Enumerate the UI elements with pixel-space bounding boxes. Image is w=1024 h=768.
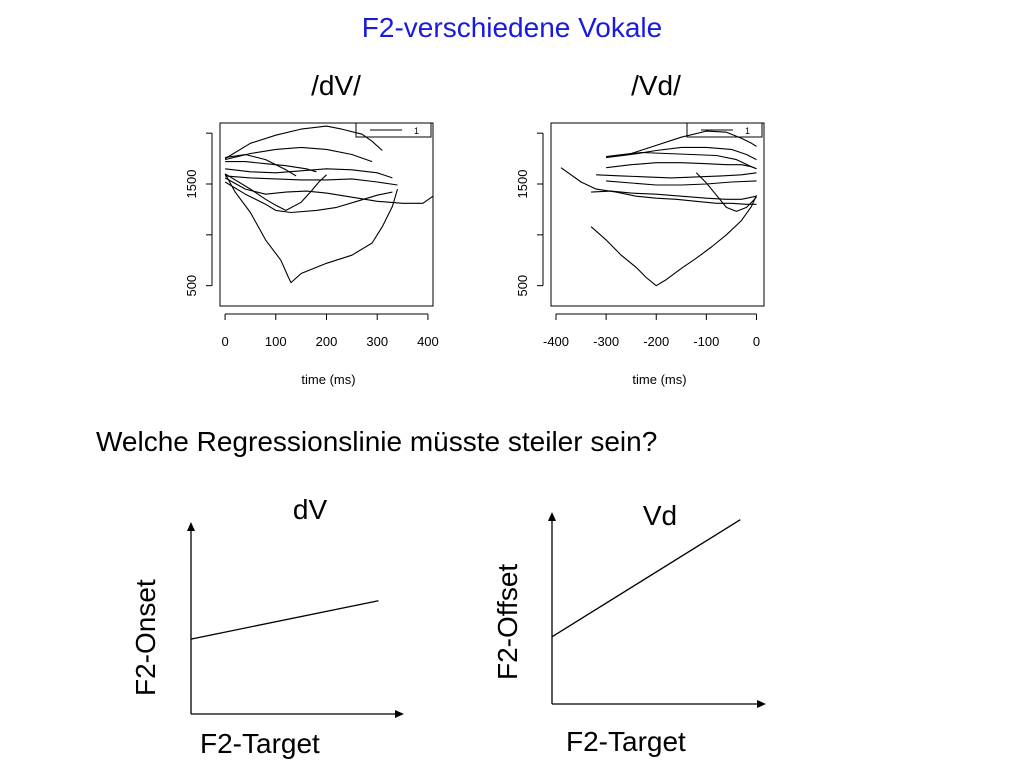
sketch-y-arrow-dv xyxy=(187,522,195,531)
regression-line-dv xyxy=(190,600,379,640)
x-tick-label-vd-0: -400 xyxy=(543,334,569,349)
trajectory-vd-8 xyxy=(695,172,757,212)
question-text: Welche Regressionslinie müsste steiler s… xyxy=(96,426,658,457)
trajectory-dv-0 xyxy=(224,125,383,160)
trajectory-dv-8 xyxy=(224,173,399,284)
trajectory-vd-5 xyxy=(606,180,757,186)
y-tick-label-vd-1: 1500 xyxy=(515,170,530,199)
x-tick-label-dv-1: 100 xyxy=(265,334,287,349)
trajectory-vd-6 xyxy=(560,167,757,205)
sketch-xlabel-vd: F2-Target xyxy=(566,726,686,757)
trajectory-dv-9 xyxy=(224,181,393,214)
sketch-y-arrow-vd xyxy=(548,512,556,521)
trajectory-vd-9 xyxy=(590,194,758,287)
trajectory-dv-1 xyxy=(224,146,373,163)
sketch-x-arrow-dv xyxy=(395,710,404,718)
y-tick-label-vd-0: 500 xyxy=(515,275,530,297)
plot-title-vd: /Vd/ xyxy=(631,70,681,101)
x-axis-label-vd: time (ms) xyxy=(632,372,686,387)
sketch-ylabel-vd: F2-Offset xyxy=(492,563,523,680)
x-tick-label-dv-3: 300 xyxy=(366,334,388,349)
trajectory-dv-3 xyxy=(225,161,317,173)
trajectory-vd-2 xyxy=(616,151,757,170)
legend-label-dv: 1 xyxy=(414,126,419,136)
trajectory-vd-4 xyxy=(596,172,757,179)
x-tick-label-vd-3: -100 xyxy=(693,334,719,349)
trajectory-dv-7 xyxy=(224,177,434,204)
x-tick-label-dv-0: 0 xyxy=(221,334,228,349)
trajectory-dv-6 xyxy=(224,173,327,211)
y-tick-label-dv-1: 1500 xyxy=(184,170,199,199)
plot-frame-vd xyxy=(550,122,765,307)
x-tick-label-dv-4: 400 xyxy=(417,334,439,349)
sketch-title-vd: Vd xyxy=(642,500,678,531)
plot-title-dv: /dV/ xyxy=(311,70,361,101)
x-axis-label-dv: time (ms) xyxy=(301,372,355,387)
x-tick-label-vd-4: 0 xyxy=(753,334,760,349)
sketch-x-arrow-vd xyxy=(757,700,766,708)
regression-line-vd xyxy=(551,519,741,638)
legend-label-vd: 1 xyxy=(745,126,750,136)
slide-title: F2-verschiedene Vokale xyxy=(361,12,663,43)
sketch-title-dv: dV xyxy=(292,494,328,525)
trajectory-vd-7 xyxy=(591,190,757,200)
x-tick-label-dv-2: 200 xyxy=(316,334,338,349)
trajectory-vd-0 xyxy=(606,130,757,158)
trajectory-dv-4 xyxy=(225,168,393,179)
trajectory-dv-5 xyxy=(225,175,398,186)
sketch-ylabel-dv: F2-Onset xyxy=(130,579,161,696)
x-tick-label-vd-1: -300 xyxy=(593,334,619,349)
trajectory-vd-1 xyxy=(606,146,757,161)
y-tick-label-dv-0: 500 xyxy=(184,275,199,297)
plot-frame-dv xyxy=(219,122,434,307)
trajectory-vd-3 xyxy=(606,162,757,170)
x-tick-label-vd-2: -200 xyxy=(643,334,669,349)
sketch-xlabel-dv: F2-Target xyxy=(200,728,320,759)
